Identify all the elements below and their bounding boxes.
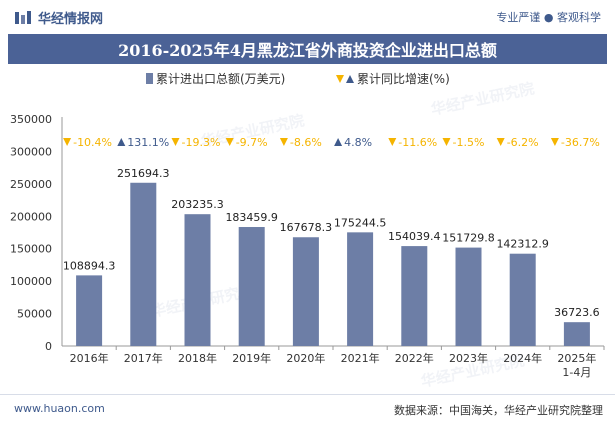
x-tick-label: 2018年 bbox=[178, 351, 217, 365]
x-tick-label: 2016年 bbox=[70, 351, 109, 365]
bar-value-label: 142312.9 bbox=[496, 238, 549, 251]
bar-value-label: 167678.3 bbox=[280, 221, 333, 234]
chart-title: 2016-2025年4月黑龙江省外商投资企业进出口总额 bbox=[118, 41, 497, 60]
y-tick-label: 0 bbox=[45, 340, 52, 353]
footer-bar: www.huaon.com 数据来源：中国海关，华经产业研究院整理 bbox=[0, 394, 615, 421]
growth-rate-label: -36.7% bbox=[561, 136, 600, 149]
growth-down-marker bbox=[442, 138, 451, 146]
growth-rate-label: -11.6% bbox=[398, 136, 437, 149]
growth-up-marker bbox=[117, 138, 126, 146]
header-bar: 华经情报网 专业严谨 ● 客观科学 bbox=[0, 0, 615, 34]
x-tick-label: 2017年 bbox=[124, 351, 163, 365]
legend-bar-swatch bbox=[146, 73, 153, 84]
bar-value-label: 183459.9 bbox=[225, 211, 278, 224]
bar bbox=[184, 214, 211, 346]
bar-value-label: 175244.5 bbox=[334, 216, 387, 229]
x-tick-label: 2025年 bbox=[557, 351, 596, 365]
website-url[interactable]: www.huaon.com bbox=[14, 402, 105, 415]
growth-down-marker bbox=[63, 138, 72, 146]
bar bbox=[401, 246, 428, 346]
bar-value-label: 251694.3 bbox=[117, 167, 170, 180]
bar bbox=[509, 253, 536, 346]
growth-rate-label: -1.5% bbox=[453, 136, 485, 149]
x-tick-label: 2020年 bbox=[286, 351, 325, 365]
y-tick-label: 100000 bbox=[10, 275, 52, 288]
x-tick-label: 2023年 bbox=[449, 351, 488, 365]
growth-up-marker bbox=[334, 138, 343, 146]
bar-value-label: 154039.4 bbox=[388, 230, 441, 243]
growth-rate-label: -6.2% bbox=[507, 136, 539, 149]
legend-down-marker bbox=[336, 75, 344, 83]
bar-value-label: 203235.3 bbox=[171, 198, 224, 211]
bar bbox=[130, 182, 157, 346]
brand[interactable]: 华经情报网 bbox=[14, 8, 103, 27]
y-tick-label: 200000 bbox=[10, 210, 52, 223]
brand-name: 华经情报网 bbox=[38, 12, 104, 27]
bar bbox=[238, 227, 265, 346]
y-tick-label: 50000 bbox=[17, 308, 52, 321]
bar-chart: 0 50000 100000 150000 200000 250000 300000 3500… bbox=[10, 72, 605, 379]
x-tick-label: 1-4月 bbox=[562, 366, 591, 379]
y-tick-label: 300000 bbox=[10, 145, 52, 158]
tagline: 专业严谨 ● 客观科学 bbox=[496, 11, 601, 24]
title-bar: 2016-2025年4月黑龙江省外商投资企业进出口总额 bbox=[8, 34, 607, 64]
growth-rate-label: 4.8% bbox=[344, 136, 372, 149]
bar bbox=[563, 322, 590, 346]
bar bbox=[292, 237, 319, 346]
x-tick-label: 2019年 bbox=[232, 351, 271, 365]
growth-rate-label: 131.1% bbox=[127, 136, 169, 149]
bar bbox=[455, 247, 482, 346]
y-tick-label: 350000 bbox=[10, 113, 52, 126]
growth-rate-label: -8.6% bbox=[290, 136, 322, 149]
bar-value-label: 108894.3 bbox=[63, 259, 116, 272]
growth-down-marker bbox=[171, 138, 180, 146]
growth-down-marker bbox=[225, 138, 234, 146]
y-tick-label: 250000 bbox=[10, 178, 52, 191]
legend-up-marker bbox=[346, 75, 354, 83]
bar bbox=[347, 232, 374, 346]
growth-down-marker bbox=[388, 138, 397, 146]
growth-rate-label: -19.3% bbox=[182, 136, 221, 149]
x-tick-label: 2022年 bbox=[395, 351, 434, 365]
bar-value-label: 151729.8 bbox=[442, 232, 495, 245]
growth-down-marker bbox=[550, 138, 559, 146]
bar bbox=[76, 275, 103, 346]
y-tick-label: 150000 bbox=[10, 243, 52, 256]
x-tick-label: 2024年 bbox=[503, 351, 542, 365]
data-source: 数据来源：中国海关，华经产业研究院整理 bbox=[394, 404, 603, 417]
growth-rate-label: -9.7% bbox=[236, 136, 268, 149]
legend-bar-label: 累计进出口总额(万美元) bbox=[156, 72, 285, 86]
growth-down-marker bbox=[496, 138, 505, 146]
brand-logo-icon bbox=[15, 10, 31, 24]
x-tick-label: 2021年 bbox=[341, 351, 380, 365]
growth-down-marker bbox=[279, 138, 288, 146]
legend-growth-label: 累计同比增速(%) bbox=[357, 72, 450, 86]
growth-rate-label: -10.4% bbox=[73, 136, 112, 149]
bar-value-label: 36723.6 bbox=[554, 306, 600, 319]
